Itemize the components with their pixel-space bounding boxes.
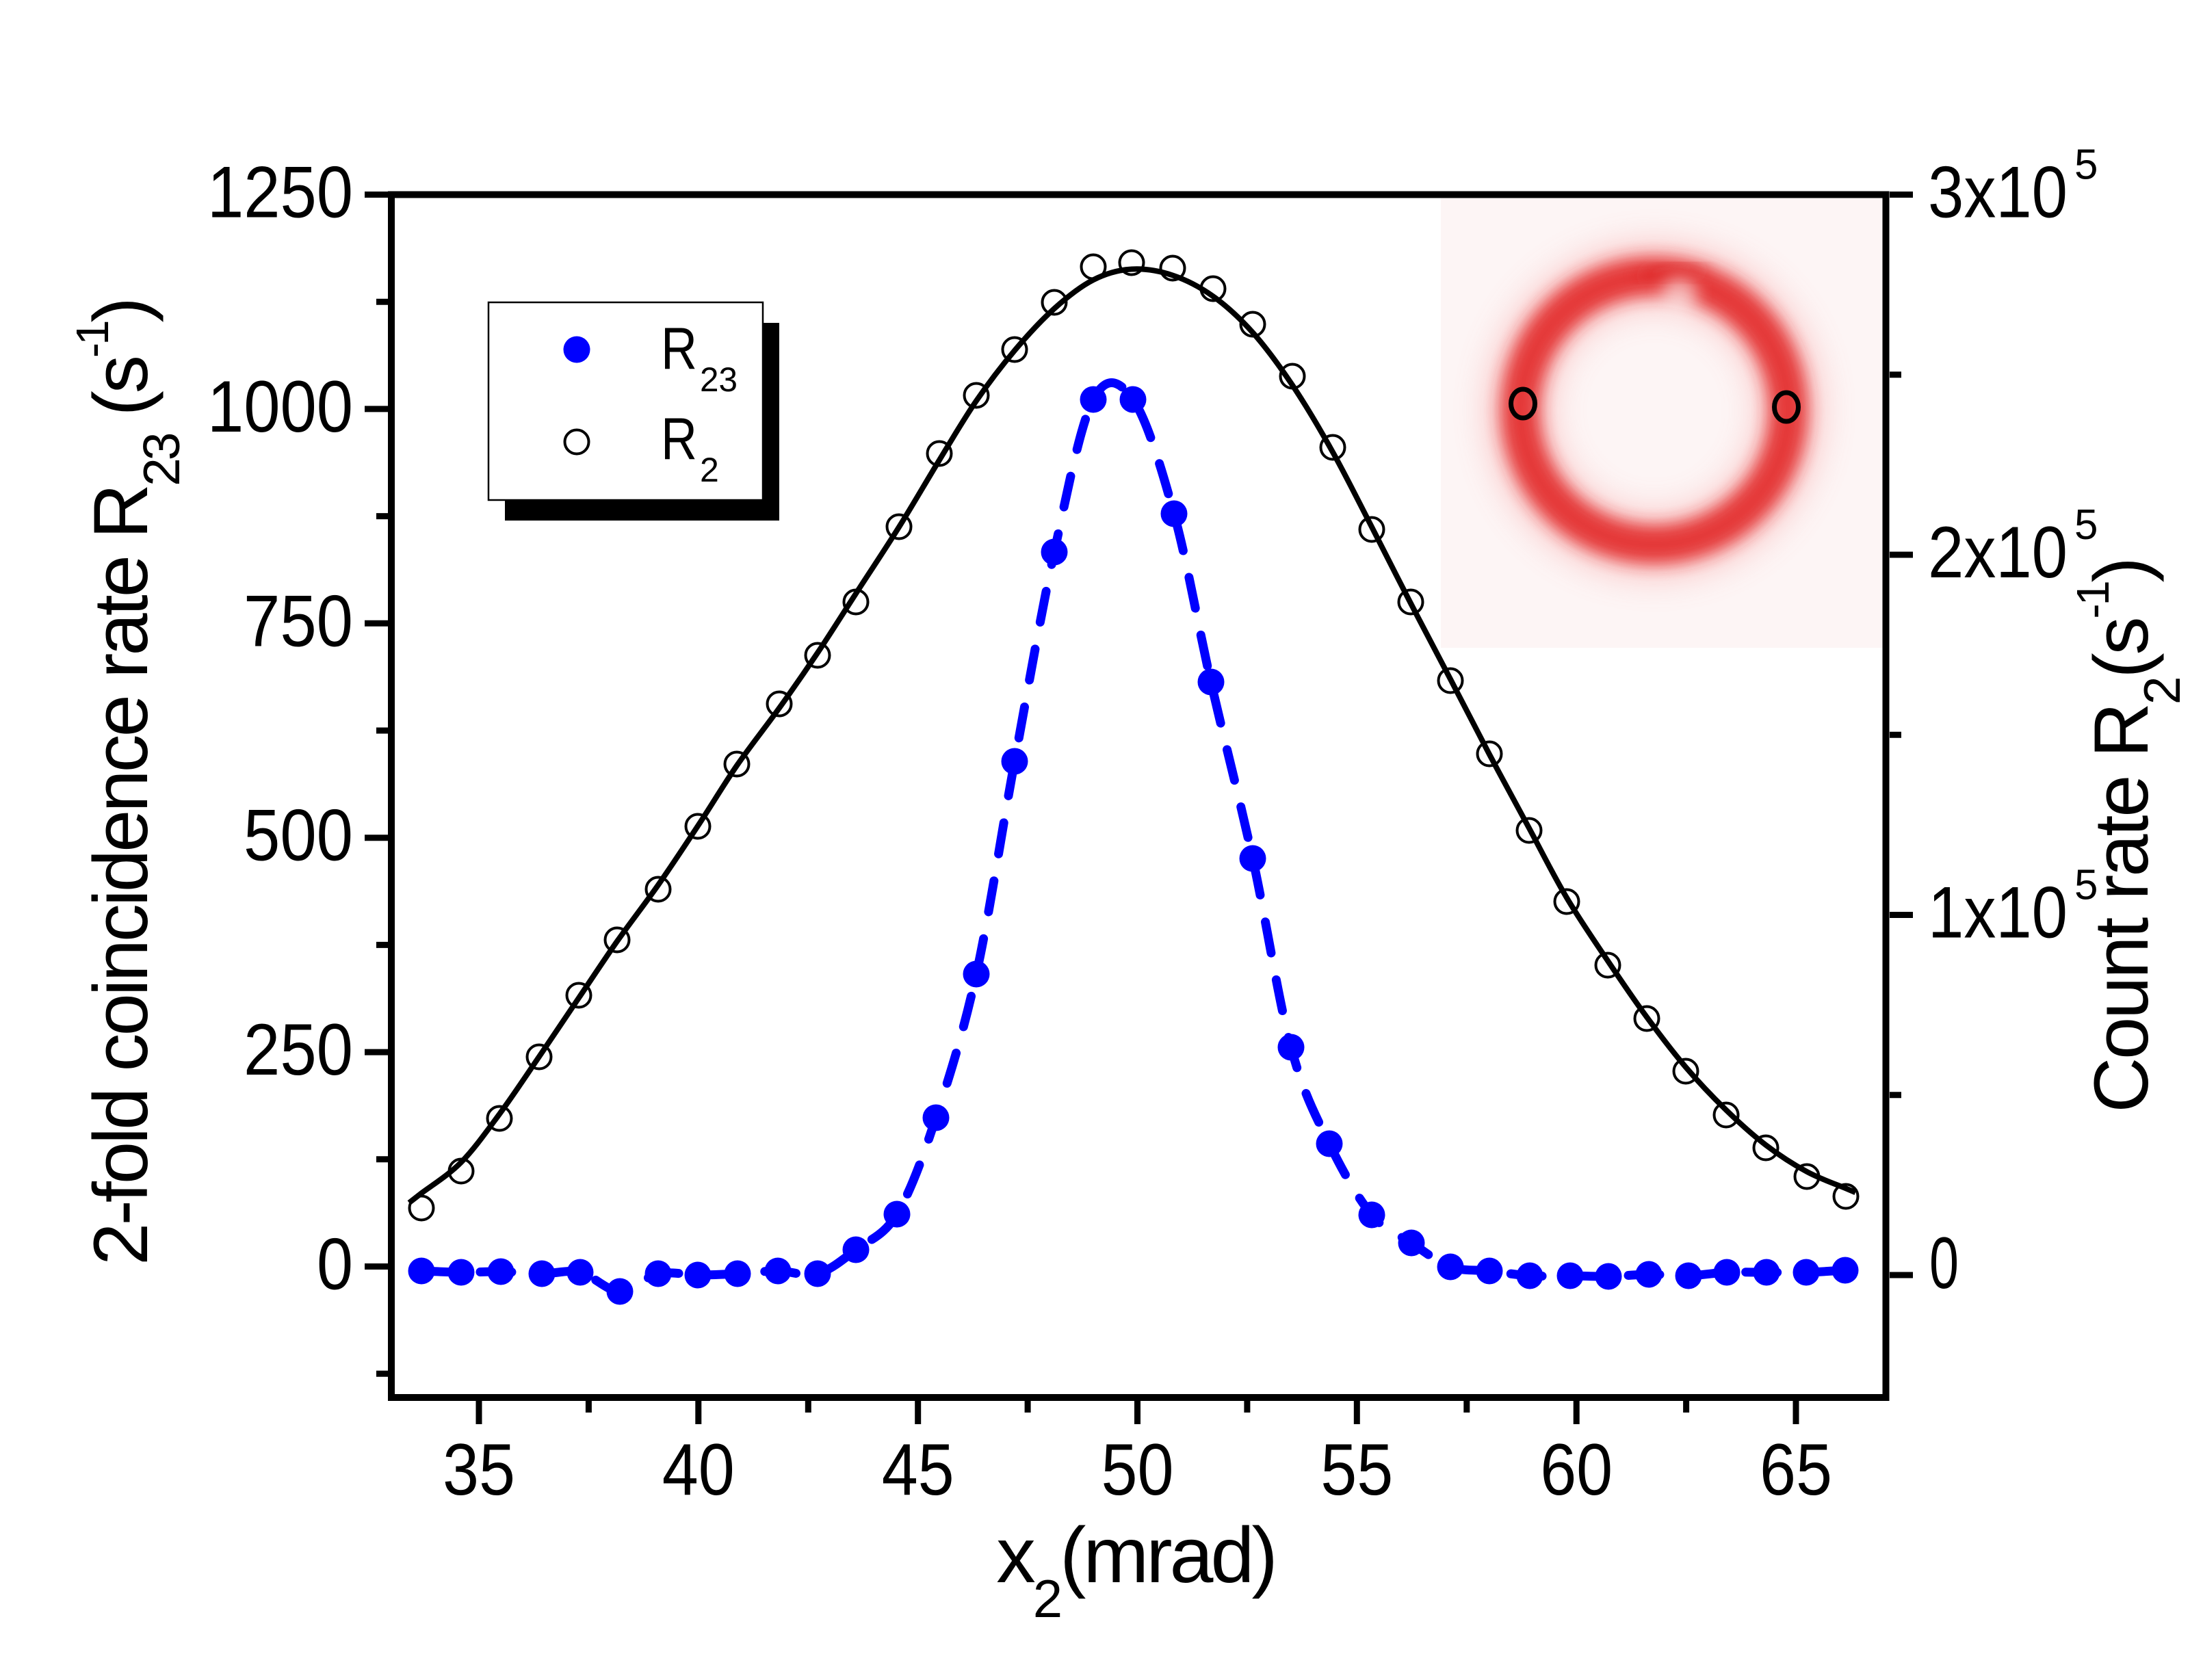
svg-text:1x10: 1x10	[1928, 871, 2068, 954]
svg-text:5: 5	[2074, 862, 2098, 909]
svg-text:45: 45	[882, 1428, 954, 1510]
svg-text:3x10: 3x10	[1928, 151, 2068, 233]
svg-text:40: 40	[662, 1428, 735, 1510]
svg-text:55: 55	[1320, 1428, 1393, 1510]
svg-text:R: R	[661, 406, 697, 472]
svg-text:5: 5	[2074, 142, 2098, 189]
svg-text:35: 35	[443, 1428, 515, 1510]
svg-text:250: 250	[244, 1008, 353, 1090]
svg-text:2: 2	[700, 451, 719, 489]
svg-text:2x10: 2x10	[1928, 511, 2068, 593]
svg-text:65: 65	[1760, 1428, 1832, 1510]
svg-text:0: 0	[1929, 1222, 1959, 1304]
svg-text:23: 23	[700, 360, 738, 399]
svg-text:1250: 1250	[207, 151, 353, 233]
svg-text:R: R	[661, 316, 697, 382]
svg-text:60: 60	[1540, 1428, 1613, 1510]
svg-text:1000: 1000	[207, 365, 353, 447]
svg-text:5: 5	[2074, 501, 2098, 549]
svg-text:50: 50	[1101, 1428, 1174, 1510]
svg-text:500: 500	[244, 794, 353, 876]
svg-text:750: 750	[244, 579, 353, 661]
svg-text:0: 0	[317, 1223, 353, 1305]
